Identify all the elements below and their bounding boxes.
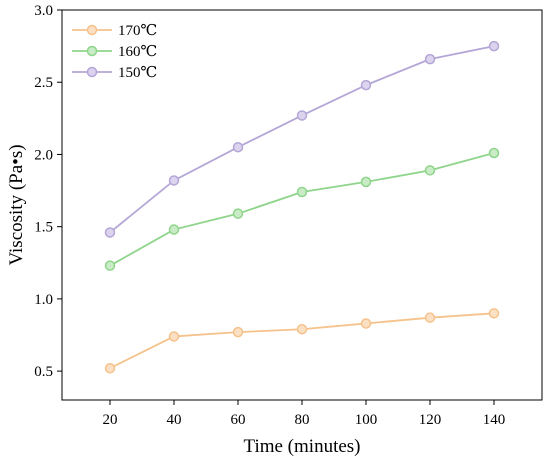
legend-swatch-marker-1	[86, 45, 98, 57]
point-0-6	[488, 308, 500, 319]
y-tick-label-5: 3.0	[34, 3, 53, 19]
point-1-2	[232, 208, 244, 219]
series-2	[104, 40, 500, 238]
series-1	[104, 147, 500, 271]
legend-label-2: 150℃	[118, 65, 157, 81]
y-axis-title: Viscosity (Pa•s)	[6, 144, 27, 265]
series-line-1	[109, 152, 495, 267]
x-tick-label-2: 60	[231, 412, 246, 428]
point-1-0	[104, 260, 116, 271]
x-tick-label-4: 100	[355, 412, 378, 428]
point-1-6	[488, 147, 500, 159]
legend-swatch-marker-0	[86, 24, 98, 36]
point-1-4	[360, 176, 372, 188]
legend-item-2: 150℃	[72, 65, 157, 81]
series-0	[104, 308, 500, 374]
point-0-0	[104, 362, 116, 374]
x-tick-label-1: 40	[167, 412, 182, 428]
point-0-1	[168, 331, 180, 342]
series-line-2	[109, 45, 495, 234]
point-2-5	[424, 53, 436, 65]
point-0-2	[232, 326, 244, 338]
legend-label-1: 160℃	[118, 44, 157, 60]
legend-item-0: 170℃	[72, 23, 157, 39]
point-2-2	[232, 141, 244, 153]
point-1-3	[296, 186, 308, 198]
legend-item-1: 160℃	[72, 44, 157, 60]
point-0-3	[296, 323, 308, 335]
point-2-4	[360, 79, 372, 91]
x-axis: 20 40 60 80 100 120 140	[103, 400, 506, 428]
x-tick-label-0: 20	[103, 412, 118, 428]
y-tick-label-0: 0.5	[34, 364, 53, 380]
x-tick-label-6: 140	[483, 412, 506, 428]
series-line-0	[109, 312, 495, 370]
point-2-1	[168, 175, 180, 186]
point-2-6	[488, 40, 500, 52]
point-2-0	[104, 227, 116, 238]
series-layer	[104, 40, 500, 374]
y-tick-label-3: 2.0	[34, 147, 53, 163]
legend: 170℃ 160℃ 150℃	[72, 23, 157, 81]
legend-swatch-marker-2	[86, 66, 98, 78]
point-1-5	[424, 165, 436, 176]
y-tick-label-4: 2.5	[34, 75, 53, 91]
x-tick-label-5: 120	[419, 412, 442, 428]
x-tick-label-3: 80	[295, 412, 310, 428]
point-2-3	[296, 110, 308, 121]
legend-label-0: 170℃	[118, 23, 157, 39]
point-1-1	[168, 224, 180, 235]
point-0-4	[360, 318, 372, 329]
point-0-5	[424, 312, 436, 323]
y-tick-label-1: 1.0	[34, 292, 53, 308]
y-axis: 0.5 1.0 1.5 2.0 2.5 3.0	[34, 3, 62, 380]
x-axis-title: Time (minutes)	[244, 436, 361, 457]
y-tick-label-2: 1.5	[34, 220, 53, 236]
